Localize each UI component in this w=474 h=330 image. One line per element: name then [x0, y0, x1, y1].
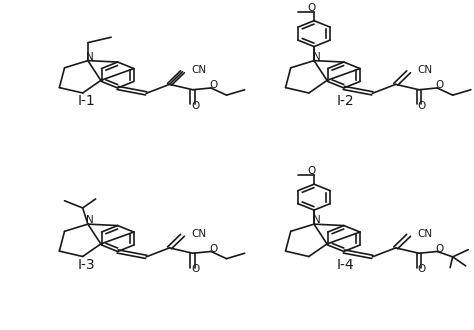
Text: CN: CN — [191, 65, 206, 75]
Text: CN: CN — [417, 229, 432, 239]
Text: I-4: I-4 — [337, 258, 354, 272]
Text: CN: CN — [191, 229, 206, 239]
Text: I-3: I-3 — [77, 258, 95, 272]
Text: O: O — [209, 244, 218, 254]
Text: O: O — [191, 101, 199, 111]
Text: O: O — [209, 80, 218, 90]
Text: O: O — [436, 244, 444, 254]
Text: O: O — [417, 264, 426, 274]
Text: O: O — [308, 166, 316, 176]
Text: O: O — [191, 264, 199, 274]
Text: I-1: I-1 — [77, 94, 95, 108]
Text: O: O — [417, 101, 426, 111]
Text: N: N — [312, 215, 320, 225]
Text: I-2: I-2 — [337, 94, 354, 108]
Text: N: N — [312, 52, 320, 62]
Text: CN: CN — [417, 65, 432, 75]
Text: O: O — [308, 3, 316, 13]
Text: N: N — [86, 215, 94, 225]
Text: N: N — [86, 52, 94, 62]
Text: O: O — [436, 80, 444, 90]
